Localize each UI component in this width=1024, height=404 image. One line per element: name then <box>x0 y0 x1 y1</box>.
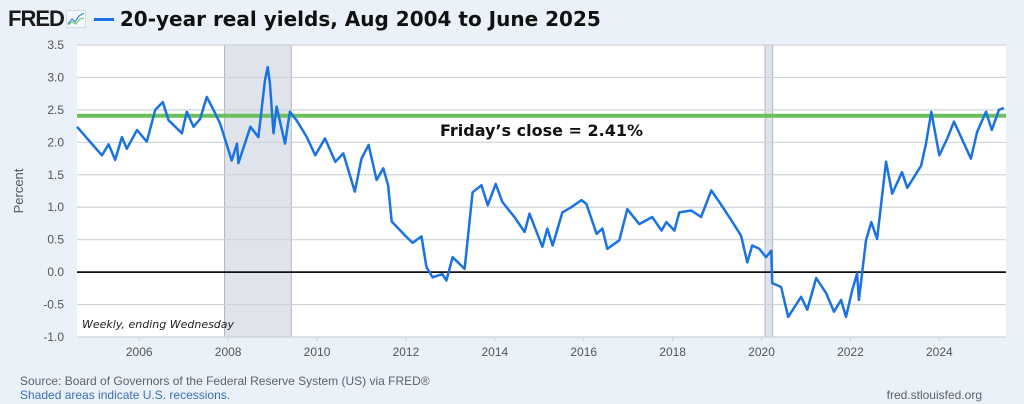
series-line <box>76 65 1005 319</box>
chart-header: FRED 20-year real yields, Aug 2004 to Ju… <box>8 4 601 34</box>
source-note: Source: Board of Governors of the Federa… <box>20 374 430 388</box>
x-tick-label: 2018 <box>659 345 686 359</box>
y-tick-label: 2.0 <box>47 135 64 149</box>
annotation-friday-close: Friday’s close = 2.41% <box>440 121 643 140</box>
x-tick-label: 2012 <box>393 345 420 359</box>
y-tick-label: 0.5 <box>47 233 64 247</box>
plot-area <box>77 45 1006 337</box>
x-tick-label: 2022 <box>837 345 864 359</box>
y-tick-label: 0.0 <box>47 265 64 279</box>
recession-shade <box>224 45 292 337</box>
site-link[interactable]: fred.stlouisfed.org <box>886 388 982 402</box>
note-background <box>78 314 224 334</box>
y-tick-label: 3.5 <box>47 38 64 52</box>
legend-swatch <box>93 17 114 21</box>
y-tick-label: -0.5 <box>43 298 64 312</box>
x-tick-label: 2008 <box>215 345 242 359</box>
fred-logo[interactable]: FRED <box>8 6 65 31</box>
y-tick-label: 1.0 <box>47 200 64 214</box>
x-tick-label: 2016 <box>570 345 597 359</box>
y-axis-label: Percent <box>11 168 26 213</box>
recession-note[interactable]: Shaded areas indicate U.S. recessions. <box>20 388 231 402</box>
frequency-note: Weekly, ending Wednesday <box>82 318 235 331</box>
x-tick-label: 2010 <box>304 345 331 359</box>
recession-shade <box>765 45 773 337</box>
y-tick-label: 1.5 <box>47 168 64 182</box>
y-tick-label: 2.5 <box>47 103 64 117</box>
x-tick-label: 2006 <box>126 345 153 359</box>
y-tick-label: -1.0 <box>43 330 64 344</box>
chart-title: 20-year real yields, Aug 2004 to June 20… <box>119 7 601 31</box>
chart-icon <box>65 10 86 28</box>
y-tick-label: 3.0 <box>47 70 64 84</box>
x-tick-label: 2014 <box>481 345 508 359</box>
x-tick-label: 2024 <box>926 345 953 359</box>
x-tick-label: 2020 <box>748 345 775 359</box>
